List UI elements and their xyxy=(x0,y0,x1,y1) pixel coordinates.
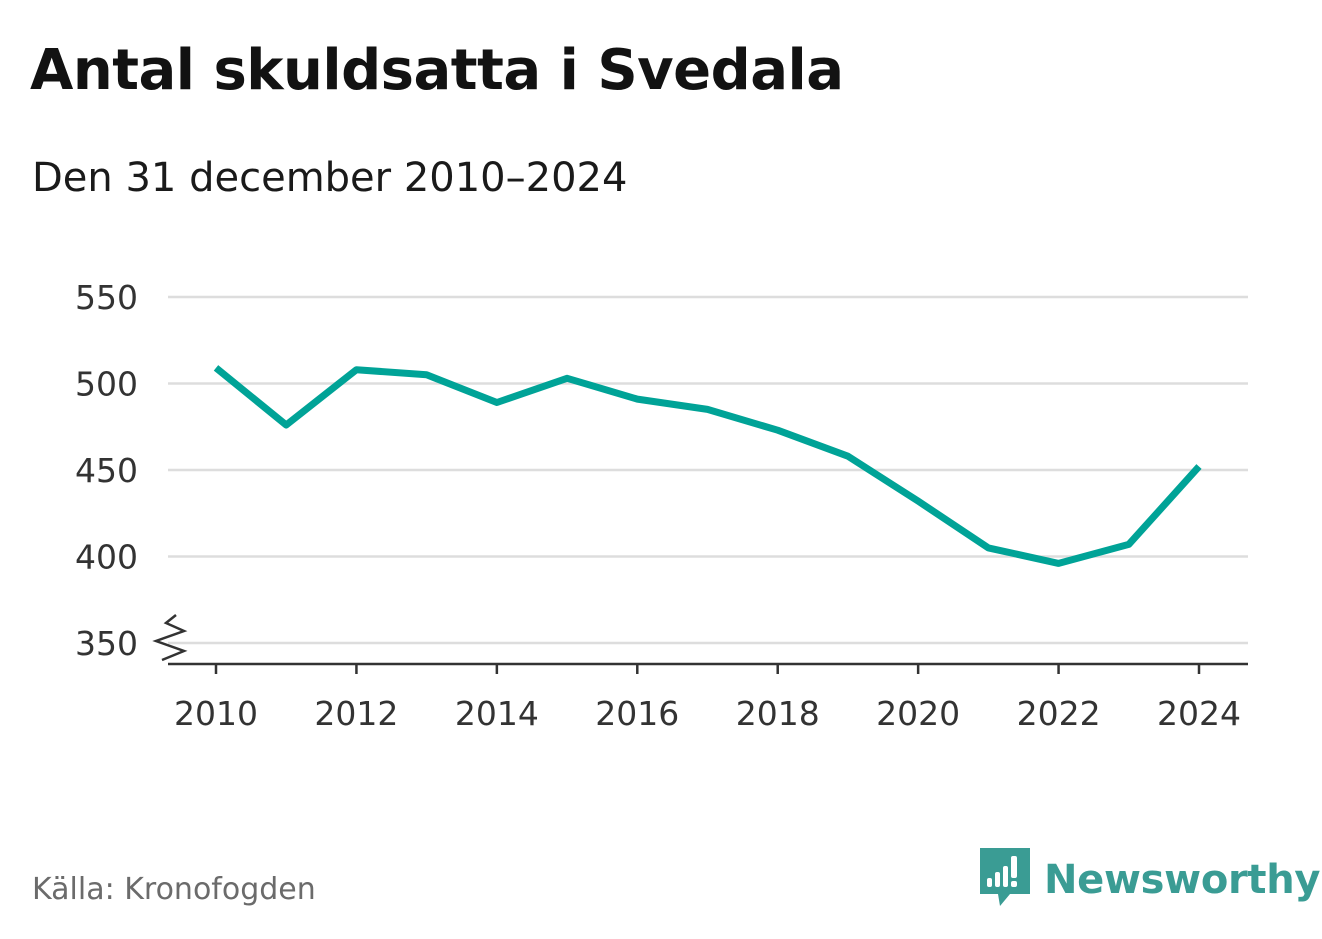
chart-title: Antal skuldsatta i Svedala xyxy=(30,38,844,103)
chart-subtitle: Den 31 december 2010–2024 xyxy=(32,155,628,201)
x-tick-label: 2024 xyxy=(1157,694,1241,733)
brand-name: Newsworthy xyxy=(1044,857,1321,903)
y-tick-label: 350 xyxy=(75,624,138,663)
x-tick-label: 2012 xyxy=(314,694,398,733)
y-tick-label: 500 xyxy=(75,365,138,404)
newsworthy-logo-icon xyxy=(980,848,1030,906)
y-tick-label: 550 xyxy=(75,278,138,317)
x-axis-tick-labels: 2010 2012 2014 2016 2018 2020 2022 2024 xyxy=(174,694,1241,733)
x-axis xyxy=(168,662,1248,674)
axis-break-icon xyxy=(152,614,188,662)
y-axis-tick-labels: 350 400 450 500 550 xyxy=(75,278,138,663)
x-tick-label: 2014 xyxy=(455,694,539,733)
x-tick-label: 2018 xyxy=(736,694,820,733)
axis-break-mark xyxy=(152,614,188,662)
x-tick-label: 2022 xyxy=(1017,694,1101,733)
series-group xyxy=(213,365,1202,567)
gridlines xyxy=(168,295,1248,645)
series-line-0 xyxy=(213,365,1202,567)
y-tick-label: 450 xyxy=(75,451,138,490)
source-note: Källa: Kronofogden xyxy=(32,872,316,907)
x-tick-label: 2010 xyxy=(174,694,258,733)
x-tick-label: 2016 xyxy=(595,694,679,733)
x-tick-label: 2020 xyxy=(876,694,960,733)
y-tick-label: 400 xyxy=(75,538,138,577)
brand-logo: Newsworthy xyxy=(980,848,1321,912)
